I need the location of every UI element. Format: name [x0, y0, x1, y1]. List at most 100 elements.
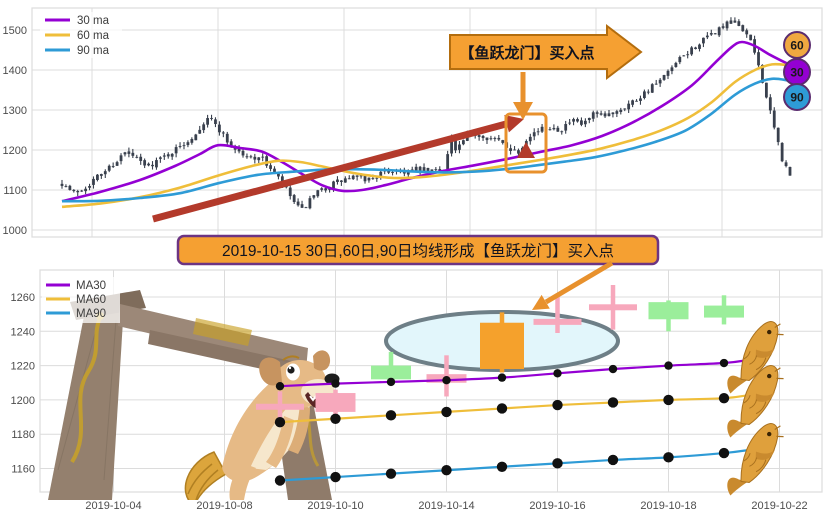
candle-body: [210, 117, 213, 119]
ma60-line: [61, 62, 789, 209]
legend-label-ma90: MA90: [76, 308, 106, 320]
ma-data-dot: [553, 369, 562, 378]
candle-body: [280, 176, 284, 185]
candle-body: [265, 156, 269, 166]
candle-body: [583, 120, 587, 125]
candle-body: [170, 153, 174, 157]
candle-body: [497, 137, 501, 140]
candle-body: [68, 185, 72, 190]
candle-body: [391, 172, 394, 173]
top-panel-annotations: 【鱼跃龙门】买入点 60 30 90: [152, 23, 811, 223]
candle-body: [198, 129, 202, 134]
candle-body: [709, 33, 713, 35]
candle-body: [764, 82, 768, 98]
candle-body: [229, 141, 233, 147]
candle-body: [131, 152, 135, 156]
ma-data-dot: [608, 364, 618, 374]
ma-data-dot: [331, 379, 340, 388]
candle-body: [186, 142, 190, 146]
candle-body: [414, 166, 418, 171]
candle-body: [438, 169, 442, 171]
candle-body: [717, 27, 721, 36]
candle-body: [784, 162, 788, 167]
candle-body: [481, 135, 485, 139]
candle-body: [257, 157, 261, 161]
candle-body: [123, 152, 127, 155]
y-tick-label: 1500: [3, 25, 27, 37]
bottom-panel-y-axis: 1160 1180 1200 1220 1240 1260: [11, 292, 35, 476]
candle-body: [646, 91, 650, 93]
candle-body: [599, 113, 603, 115]
candle-body: [194, 134, 198, 141]
candle-body: [241, 150, 245, 156]
ma60-line: [279, 394, 749, 424]
candle-body: [517, 150, 520, 154]
candle-body: [387, 170, 391, 173]
candle-body: [277, 172, 280, 177]
candle-body: [509, 148, 513, 151]
candle-body: [607, 113, 611, 117]
candle-body: [312, 195, 316, 198]
candle-body: [76, 191, 80, 193]
candle-body: [174, 147, 178, 154]
candle-body: [485, 137, 489, 141]
candle-body: [151, 164, 154, 167]
candle-body: [375, 177, 379, 179]
candle-body: [343, 178, 347, 183]
x-tick-label: 2019-10-16: [529, 500, 585, 512]
candle-body: [202, 124, 206, 131]
candle-body: [347, 178, 351, 180]
candle-body: [772, 110, 776, 128]
legend-label-ma30: MA30: [76, 280, 106, 292]
candle-body: [371, 178, 375, 180]
y-tick-label: 1200: [11, 395, 35, 407]
candle-body: [745, 30, 749, 35]
candle-body: [780, 142, 784, 162]
candle-body: [359, 175, 363, 177]
ma-data-dot: [385, 468, 397, 479]
y-tick-label: 1200: [3, 145, 27, 157]
x-tick-label: 2019-10-10: [307, 500, 363, 512]
candle-body: [221, 132, 225, 134]
ma-data-dot: [664, 361, 673, 370]
candle-body: [493, 138, 497, 139]
ma-data-dot: [718, 392, 730, 404]
ma-badge-label: 60: [790, 39, 804, 53]
candle-body: [206, 118, 209, 125]
candle-body: [64, 186, 68, 188]
candle-body: [702, 37, 705, 44]
candle-body: [587, 117, 591, 121]
candle-body: [733, 20, 737, 23]
candle-body: [639, 98, 642, 101]
candle-body: [741, 25, 745, 32]
candle-body: [143, 160, 147, 166]
candle-body: [336, 179, 339, 183]
candle-body: [737, 21, 741, 26]
candle-body: [540, 126, 544, 132]
ma-data-dot: [385, 410, 397, 421]
candle-body: [650, 84, 654, 93]
candle-body: [705, 35, 709, 38]
candle-body: [273, 168, 276, 172]
x-tick-label: 2019-10-22: [751, 500, 807, 512]
candle-body: [648, 302, 689, 320]
candle-body: [60, 183, 64, 186]
ma-data-dot: [442, 375, 451, 385]
candle-body: [367, 177, 371, 181]
ma-data-dot: [718, 447, 730, 459]
candle-body: [678, 57, 682, 63]
candle-body: [135, 156, 139, 158]
candle-body: [245, 156, 249, 158]
legend-label-ma60: MA60: [76, 294, 106, 306]
candle-body: [635, 100, 638, 102]
y-tick-label: 1100: [3, 185, 27, 197]
ma30-line: [279, 358, 749, 388]
candle-body: [147, 163, 150, 166]
candle-body: [103, 171, 107, 175]
ma-data-dot: [275, 381, 285, 391]
ma-data-dot: [663, 452, 674, 463]
candle-body: [237, 148, 241, 152]
candle-body: [528, 136, 532, 142]
candle-body: [434, 169, 438, 171]
candle-body: [88, 186, 91, 188]
